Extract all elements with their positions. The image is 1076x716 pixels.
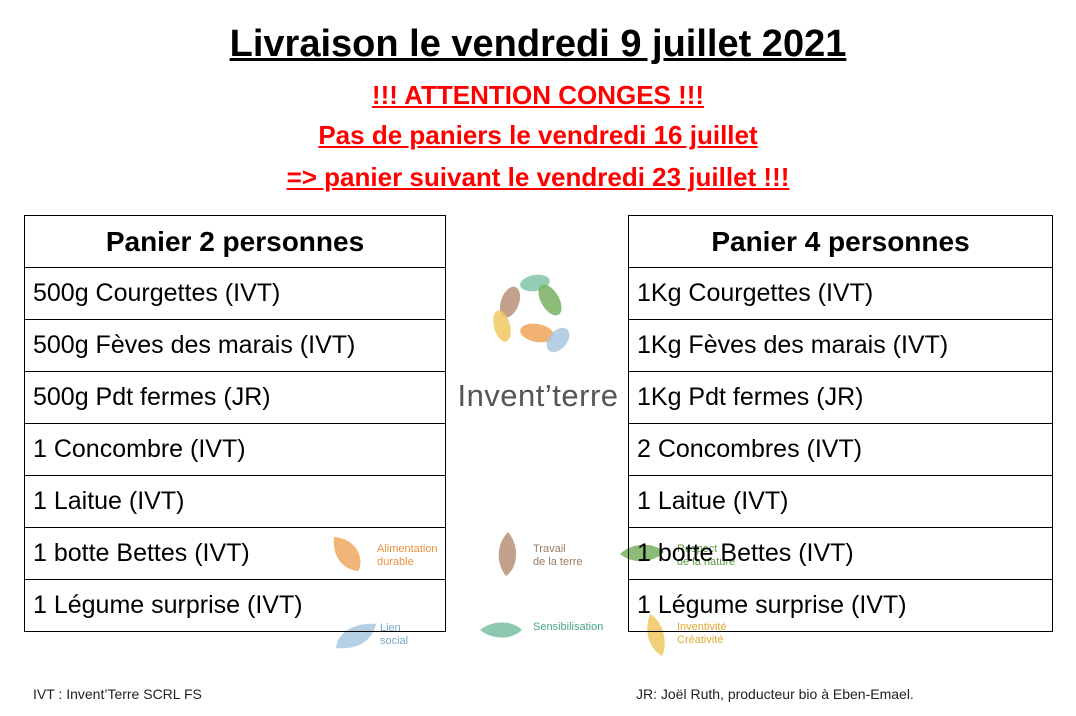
basket-4-header: Panier 4 personnes: [628, 215, 1053, 268]
footer-legend-jr: JR: Joël Ruth, producteur bio à Eben-Ema…: [636, 686, 914, 702]
basket-4-table: Panier 4 personnes 1Kg Courgettes (IVT) …: [628, 215, 1053, 632]
table-row: 1Kg Courgettes (IVT): [628, 267, 1053, 320]
table-row: 500g Fèves des marais (IVT): [24, 319, 446, 372]
table-row: 1 Légume surprise (IVT): [628, 579, 1053, 632]
table-row: 500g Courgettes (IVT): [24, 267, 446, 320]
value-label-sensibilisation: Sensibilisation: [533, 621, 604, 633]
leaf-icon: [498, 532, 517, 576]
page-title: Livraison le vendredi 9 juillet 2021: [229, 23, 847, 65]
basket-2-table: Panier 2 personnes 500g Courgettes (IVT)…: [24, 215, 446, 632]
table-row: 1 Concombre (IVT): [24, 423, 446, 476]
table-row: 500g Pdt fermes (JR): [24, 371, 446, 424]
value-label-travail: Travail de la terre: [533, 543, 583, 568]
table-row: 1 Légume surprise (IVT): [24, 579, 446, 632]
warning-line-1: !!! ATTENTION CONGES !!!: [371, 80, 705, 110]
table-row: 1Kg Fèves des marais (IVT): [628, 319, 1053, 372]
table-row: 1 botte Bettes (IVT): [628, 527, 1053, 580]
table-row: 1 Laitue (IVT): [628, 475, 1053, 528]
table-row: 2 Concombres (IVT): [628, 423, 1053, 476]
basket-2-header: Panier 2 personnes: [24, 215, 446, 268]
brand-name: Invent’terre: [457, 378, 619, 413]
leaf-icon: [480, 622, 522, 638]
table-row: 1 botte Bettes (IVT): [24, 527, 446, 580]
warning-line-3: => panier suivant le vendredi 23 juillet…: [286, 162, 790, 192]
inventerre-logo-icon: [493, 274, 570, 353]
warning-line-2: Pas de paniers le vendredi 16 juillet: [318, 120, 758, 150]
footer-legend-ivt: IVT : Invent’Terre SCRL FS: [33, 686, 202, 702]
table-row: 1Kg Pdt fermes (JR): [628, 371, 1053, 424]
table-row: 1 Laitue (IVT): [24, 475, 446, 528]
